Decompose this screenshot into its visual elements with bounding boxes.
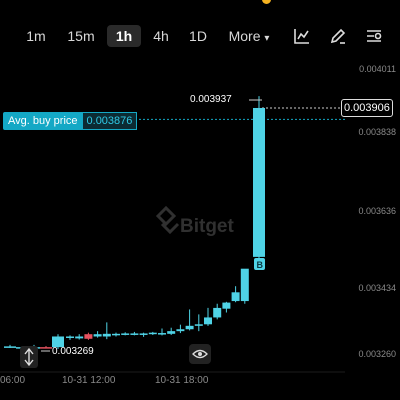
candlestick[interactable] — [176, 324, 185, 334]
candlestick[interactable] — [130, 331, 139, 336]
watermark-text: Bitget — [180, 216, 235, 237]
low-price-annotation: 0.003269 — [52, 346, 94, 357]
y-axis-label: 0.003434 — [358, 283, 396, 293]
tab-15m[interactable]: 15m — [67, 28, 95, 44]
y-axis-label: 0.003636 — [358, 206, 396, 216]
candle-body — [112, 333, 120, 336]
x-axis-label: 10-31 12:00 — [62, 375, 116, 386]
buy-marker[interactable]: B — [254, 258, 265, 270]
candle-body — [40, 347, 52, 349]
candlestick[interactable] — [66, 335, 74, 340]
y-axis-label: 0.003260 — [358, 349, 396, 359]
candle-body — [231, 292, 240, 302]
avg-buy-price-label: Avg. buy price — [3, 112, 83, 130]
chevron-down-icon: ▾ — [264, 33, 270, 44]
candlestick[interactable] — [204, 307, 212, 326]
candlestick[interactable] — [93, 331, 102, 338]
candlestick[interactable] — [213, 303, 222, 320]
candlestick[interactable] — [75, 334, 84, 340]
scroll-handle-icon[interactable] — [20, 346, 38, 368]
y-axis-label: 0.004011 — [359, 64, 396, 74]
notification-emoji-icon — [262, 0, 271, 4]
tab-more[interactable]: More ▾ — [223, 25, 275, 47]
candle-body — [121, 333, 130, 335]
visibility-eye-icon[interactable] — [189, 344, 211, 364]
candlestick[interactable] — [158, 328, 166, 336]
candle-body — [93, 334, 102, 337]
candle-body — [130, 333, 139, 335]
indicator-settings-icon[interactable] — [365, 27, 383, 45]
candlestick[interactable] — [185, 309, 194, 331]
candle-body — [194, 324, 203, 326]
candle-body — [185, 325, 194, 330]
candlestick[interactable] — [139, 332, 148, 337]
high-price-annotation: 0.003937 — [190, 94, 232, 105]
candlestick[interactable] — [222, 301, 231, 313]
indicator-strip — [0, 392, 400, 400]
candle-body — [240, 268, 249, 302]
bitget-watermark: Bitget — [155, 205, 235, 237]
candlestick[interactable] — [40, 346, 52, 349]
candlestick[interactable] — [84, 332, 93, 340]
buy-marker-label: B — [257, 260, 264, 270]
candlestick[interactable] — [52, 334, 64, 350]
tab-4h[interactable]: 4h — [153, 28, 169, 44]
x-axis-label: 10-31 18:00 — [155, 375, 209, 386]
candlestick[interactable] — [167, 327, 176, 335]
tab-1h[interactable]: 1h — [107, 25, 141, 47]
price-chart[interactable]: Bitget 0.003937 0.003269 B — [0, 58, 400, 400]
candlestick[interactable] — [194, 314, 203, 332]
candle-body — [4, 346, 16, 348]
candle-body — [84, 334, 93, 339]
candlestick[interactable] — [240, 268, 249, 304]
tab-1m[interactable]: 1m — [26, 28, 46, 44]
y-axis-label: 0.003838 — [358, 127, 396, 137]
candlestick[interactable] — [4, 344, 16, 348]
candle-body — [204, 317, 212, 325]
candle-body — [167, 331, 176, 334]
candle-body — [253, 107, 265, 257]
avg-buy-price-value: 0.003876 — [82, 112, 138, 130]
candle-body — [176, 329, 185, 332]
candle-body — [75, 336, 84, 339]
avg-buy-price-badge[interactable]: Avg. buy price 0.003876 — [3, 112, 138, 130]
candlestick-chart-icon[interactable] — [293, 27, 311, 45]
candle-body — [66, 336, 74, 338]
candlestick[interactable] — [102, 322, 111, 340]
candle-body — [102, 333, 111, 337]
candlestick[interactable] — [231, 286, 240, 303]
x-axis-label: 06:00 — [0, 375, 26, 386]
candle-body — [222, 302, 231, 309]
candle-body — [158, 333, 166, 335]
candle-body — [213, 307, 222, 318]
tab-1d[interactable]: 1D — [189, 28, 207, 44]
candlestick[interactable] — [112, 332, 120, 337]
draw-pen-icon[interactable] — [329, 27, 347, 45]
candle-body — [52, 336, 64, 348]
chart-toolbar: 1m 15m 1h 4h 1D More ▾ — [0, 0, 400, 70]
tab-more-label: More — [228, 28, 261, 44]
candle-body — [148, 332, 157, 335]
current-price-tag[interactable]: 0.003906 — [341, 99, 393, 117]
candlestick[interactable] — [121, 332, 130, 336]
candlestick[interactable] — [148, 331, 157, 335]
candlestick[interactable] — [253, 96, 265, 262]
status-strip — [0, 0, 400, 6]
candle-body — [139, 333, 148, 335]
